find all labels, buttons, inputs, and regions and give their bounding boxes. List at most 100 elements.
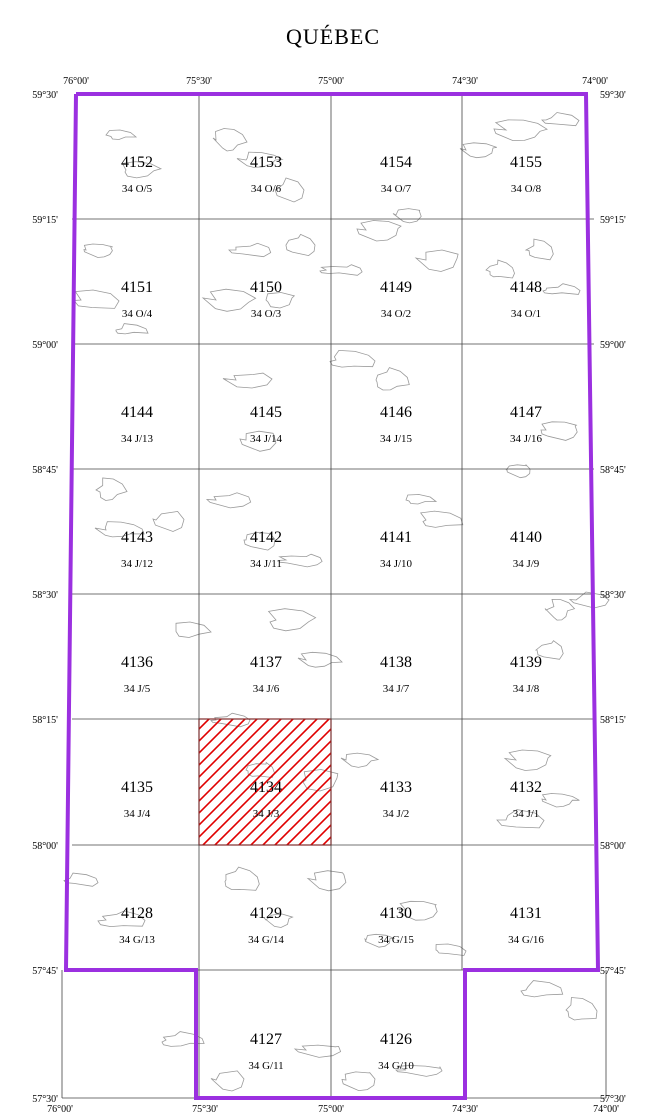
longitude-label-top: 75°30' bbox=[186, 76, 212, 87]
hatch-line bbox=[286, 799, 331, 845]
nts-reference: 34 J/11 bbox=[250, 558, 282, 570]
sheet-number: 4132 bbox=[510, 779, 542, 796]
sheet-number: 4133 bbox=[380, 779, 412, 796]
lake-outline bbox=[496, 809, 545, 829]
nts-reference: 34 G/16 bbox=[508, 934, 544, 946]
lake-outline bbox=[121, 161, 163, 179]
lake-outline bbox=[73, 289, 120, 309]
nts-reference: 34 O/3 bbox=[251, 308, 282, 320]
lake-outline bbox=[524, 238, 554, 261]
sheet-number: 4140 bbox=[510, 529, 542, 546]
lake-outline bbox=[105, 129, 138, 140]
coordinate-labels: 76°00' 75°30' 75°00' 74°30' 74°00' 76°00' 75°3… bbox=[32, 76, 626, 1114]
lake-outline bbox=[565, 997, 598, 1021]
nts-reference: 34 J/13 bbox=[121, 433, 154, 445]
latitude-label-right: 58°00' bbox=[600, 841, 626, 852]
lake-outline bbox=[224, 866, 260, 891]
nts-reference: 34 G/11 bbox=[248, 1060, 283, 1072]
lake-outline bbox=[306, 870, 347, 892]
lake-outline bbox=[405, 494, 438, 505]
longitude-label-bottom: 75°00' bbox=[318, 1104, 344, 1114]
longitude-label-bottom: 74°00' bbox=[593, 1104, 619, 1114]
lake-outline bbox=[503, 749, 552, 771]
hatch-line bbox=[199, 719, 234, 755]
lake-outline bbox=[341, 1071, 376, 1092]
map-title: QUÉBEC bbox=[286, 24, 380, 49]
longitude-label-top: 74°30' bbox=[452, 76, 478, 87]
lake-outline bbox=[398, 900, 438, 921]
latitude-label-left: 57°30' bbox=[32, 1094, 58, 1105]
latitude-label-left: 58°45' bbox=[32, 465, 58, 476]
lake-outline bbox=[212, 128, 248, 152]
longitude-label-bottom: 74°30' bbox=[452, 1104, 478, 1114]
sheet-number: 4143 bbox=[121, 529, 153, 546]
nts-reference: 34 J/1 bbox=[513, 808, 540, 820]
latitude-label-right: 57°45' bbox=[600, 966, 626, 977]
region-boundary bbox=[63, 92, 601, 1100]
latitude-label-left: 58°00' bbox=[32, 841, 58, 852]
sheet-number: 4145 bbox=[250, 404, 282, 421]
sheet-number: 4139 bbox=[510, 654, 542, 671]
nts-reference: 34 O/2 bbox=[381, 308, 411, 320]
sheet-number: 4155 bbox=[510, 154, 542, 171]
hatch-line bbox=[199, 719, 282, 803]
lake-outline bbox=[356, 220, 402, 242]
lake-outline bbox=[293, 1044, 342, 1058]
latitude-label-left: 59°30' bbox=[32, 90, 58, 101]
nts-reference: 34 O/8 bbox=[511, 183, 542, 195]
nts-reference: 34 J/12 bbox=[121, 558, 153, 570]
longitude-label-top: 75°00' bbox=[318, 76, 344, 87]
latitude-label-right: 59°30' bbox=[600, 90, 626, 101]
latitude-label-right: 58°15' bbox=[600, 715, 626, 726]
latitude-label-right: 59°15' bbox=[600, 215, 626, 226]
nts-reference: 34 J/8 bbox=[513, 683, 540, 695]
lake-outline bbox=[97, 910, 146, 928]
selected-sheet-hatch bbox=[198, 718, 332, 846]
nts-reference: 34 O/4 bbox=[122, 308, 153, 320]
hatch-line bbox=[298, 811, 331, 845]
hatch-line bbox=[199, 719, 306, 827]
lake-outline bbox=[394, 1065, 443, 1077]
nts-reference: 34 J/3 bbox=[253, 808, 280, 820]
hatch-line bbox=[250, 763, 331, 845]
lake-outline bbox=[228, 242, 272, 258]
lake-outline bbox=[297, 651, 343, 668]
nts-reference: 34 J/14 bbox=[250, 433, 283, 445]
latitude-label-right: 58°45' bbox=[600, 465, 626, 476]
lake-outline bbox=[94, 521, 145, 538]
lake-outline bbox=[340, 752, 380, 768]
hatch-line bbox=[199, 719, 246, 767]
hatch-line bbox=[226, 739, 331, 845]
lake-outline bbox=[95, 477, 128, 501]
nts-reference: 34 J/2 bbox=[383, 808, 410, 820]
latitude-label-left: 58°15' bbox=[32, 715, 58, 726]
lake-outlines bbox=[63, 112, 610, 1092]
sheet-number: 4128 bbox=[121, 905, 153, 922]
sheet-number: 4129 bbox=[250, 905, 282, 922]
hatch-line bbox=[199, 719, 294, 815]
sheet-number: 4141 bbox=[380, 529, 412, 546]
sheet-number: 4153 bbox=[250, 154, 282, 171]
lake-outline bbox=[263, 913, 294, 928]
nts-reference: 34 G/10 bbox=[378, 1060, 414, 1072]
lake-outline bbox=[83, 243, 113, 258]
latitude-label-left: 59°15' bbox=[32, 215, 58, 226]
nts-reference: 34 J/6 bbox=[253, 683, 280, 695]
lake-outline bbox=[285, 233, 316, 257]
sheet-number: 4144 bbox=[121, 404, 153, 421]
nts-reference: 34 O/6 bbox=[251, 183, 282, 195]
lake-outline bbox=[435, 943, 467, 956]
lake-outline bbox=[115, 323, 149, 335]
sheet-number: 4136 bbox=[121, 654, 153, 671]
sheet-number: 4138 bbox=[380, 654, 412, 671]
lake-outline bbox=[267, 608, 317, 632]
nts-reference: 34 G/13 bbox=[119, 934, 155, 946]
nts-reference: 34 J/7 bbox=[383, 683, 410, 695]
nts-reference: 34 J/4 bbox=[124, 808, 151, 820]
lake-outline bbox=[534, 640, 564, 660]
sheet-number: 4135 bbox=[121, 779, 153, 796]
hatch-line bbox=[274, 787, 331, 845]
sheet-number: 4149 bbox=[380, 279, 412, 296]
sheet-number: 4134 bbox=[250, 779, 282, 796]
